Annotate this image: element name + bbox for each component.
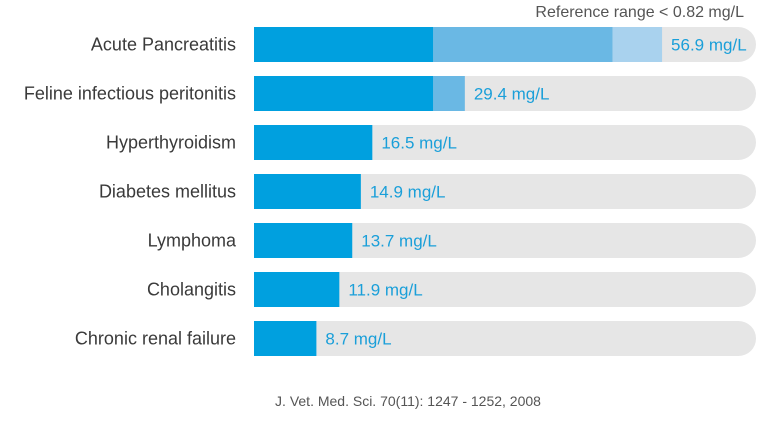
category-label: Hyperthyroidism [106, 133, 236, 153]
bar-segment [254, 223, 353, 258]
category-label: Cholangitis [147, 280, 236, 300]
category-label: Diabetes mellitus [99, 182, 236, 202]
value-label: 11.9 mg/L [348, 281, 422, 300]
bar-segment [254, 321, 317, 356]
category-label: Feline infectious peritonitis [24, 84, 236, 104]
value-label: 56.9 mg/L [671, 36, 747, 55]
bar-segment [254, 272, 340, 307]
bar-track [254, 174, 756, 209]
bar-row: Diabetes mellitus 14.9 mg/L [99, 174, 756, 209]
bar-segment [254, 76, 434, 111]
bar-row: Feline infectious peritonitis 29.4 mg/L [24, 76, 756, 111]
bar-segment [254, 27, 434, 62]
bar-segment [433, 27, 613, 62]
bar-row: Chronic renal failure 8.7 mg/L [75, 321, 756, 356]
value-label: 13.7 mg/L [361, 232, 437, 251]
category-label: Lymphoma [148, 231, 237, 251]
bar-row: Hyperthyroidism 16.5 mg/L [106, 125, 756, 160]
bar-row: Lymphoma 13.7 mg/L [148, 223, 756, 258]
bar-segment [254, 125, 373, 160]
value-label: 14.9 mg/L [370, 183, 446, 202]
bar-track [254, 321, 756, 356]
bar-track [254, 272, 756, 307]
source-citation: J. Vet. Med. Sci. 70(11): 1247 - 1252, 2… [275, 393, 541, 409]
bar-rows: Acute Pancreatitis 56.9 mg/L Feline infect… [24, 27, 756, 356]
value-label: 29.4 mg/L [474, 85, 550, 104]
bar-segment [254, 174, 361, 209]
bar-segment [612, 27, 663, 62]
value-label: 8.7 mg/L [325, 330, 391, 349]
category-label: Chronic renal failure [75, 329, 236, 349]
bar-segment [433, 76, 465, 111]
reference-range-note: Reference range < 0.82 mg/L [535, 4, 744, 21]
category-label: Acute Pancreatitis [91, 35, 236, 55]
bar-track [254, 223, 756, 258]
bar-row: Cholangitis 11.9 mg/L [147, 272, 756, 307]
bar-row: Acute Pancreatitis 56.9 mg/L [91, 27, 756, 62]
value-label: 16.5 mg/L [381, 134, 457, 153]
bar-track [254, 125, 756, 160]
